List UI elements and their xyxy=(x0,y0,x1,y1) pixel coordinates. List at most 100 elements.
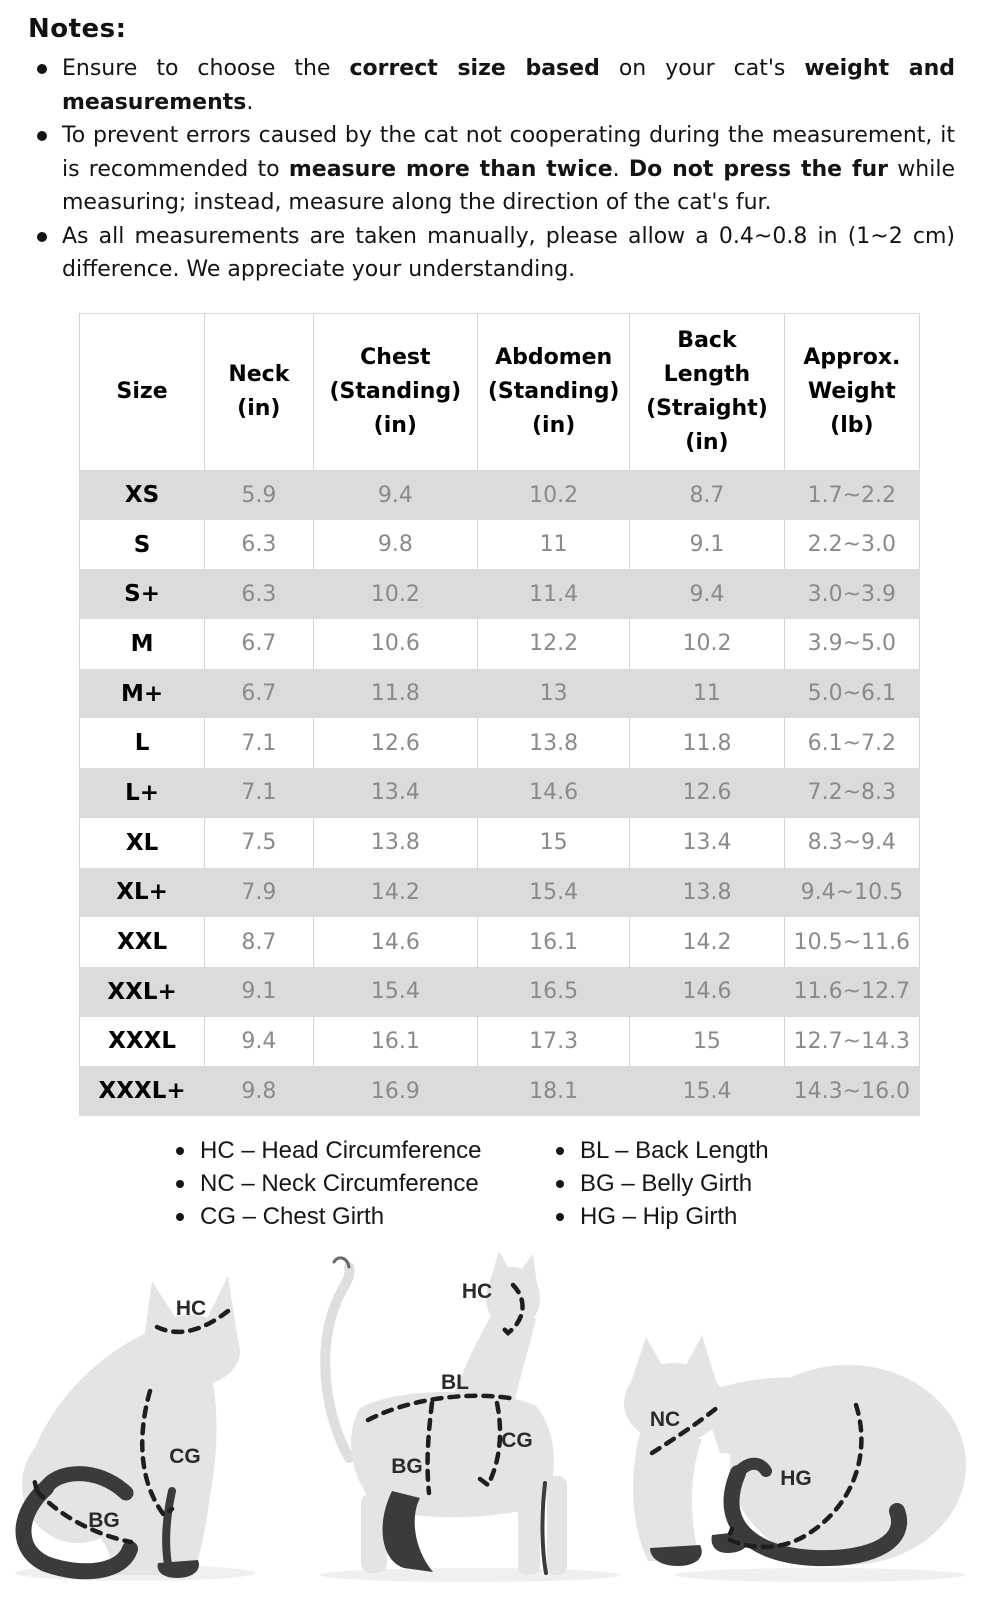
value-cell: 5.0~6.1 xyxy=(783,668,921,719)
size-table: Size Neck (in) Chest (Standing) (in) Abdome… xyxy=(78,312,921,1116)
value-cell: 6.3 xyxy=(204,569,314,620)
table-row: S 6.3 9.8 11 9.1 2.2~3.0 xyxy=(78,519,921,570)
value-cell: 9.1 xyxy=(204,966,314,1017)
cat-back xyxy=(700,1377,870,1463)
cat-standing-illustration: HC BL CG BG xyxy=(320,1250,620,1582)
legend-item: HC – Head Circumference xyxy=(172,1134,552,1167)
cat-rear-leg xyxy=(361,1492,387,1573)
value-cell: 6.1~7.2 xyxy=(783,718,921,769)
nc-measure-line xyxy=(649,1404,721,1456)
value-cell: 16.9 xyxy=(312,1066,479,1116)
value-cell: 14.6 xyxy=(629,966,785,1017)
value-cell: 11.6~12.7 xyxy=(783,966,921,1017)
note-item: To prevent errors caused by the cat not … xyxy=(28,119,955,220)
value-cell: 16.1 xyxy=(477,917,631,967)
value-cell: 15.4 xyxy=(312,966,479,1017)
value-cell: 9.4 xyxy=(629,569,785,620)
notes-title: Notes: xyxy=(28,14,127,44)
measurement-diagram: HC CG BG xyxy=(0,1243,1000,1583)
size-cell: XS xyxy=(78,470,206,520)
table-row: M+ 6.7 11.8 13 11 5.0~6.1 xyxy=(78,668,921,719)
legend-item: BG – Belly Girth xyxy=(552,1167,769,1200)
column-header: Abdomen (Standing) (in) xyxy=(477,312,631,471)
value-cell: 7.1 xyxy=(204,718,314,769)
cg-measure-line xyxy=(140,1388,175,1519)
cat-chest xyxy=(633,1432,702,1561)
legend-item: HG – Hip Girth xyxy=(552,1200,769,1233)
cat-tail-hook xyxy=(732,1457,772,1479)
value-cell: 1.7~2.2 xyxy=(783,470,921,520)
value-cell: 10.2 xyxy=(629,619,785,669)
table-row: XL+ 7.9 14.2 15.4 13.8 9.4~10.5 xyxy=(78,867,921,918)
value-cell: 5.9 xyxy=(204,470,314,520)
cat-neck xyxy=(448,1300,536,1415)
cat-sitting-illustration: HC CG BG xyxy=(15,1275,255,1581)
table-row: XXXL 9.4 16.1 17.3 15 12.7~14.3 xyxy=(78,1016,921,1067)
cat-leg-shading xyxy=(162,1486,176,1577)
size-cell: S+ xyxy=(78,569,206,620)
value-cell: 15.4 xyxy=(477,867,631,918)
value-cell: 7.9 xyxy=(204,867,314,918)
value-cell: 10.2 xyxy=(477,470,631,520)
value-cell: 11 xyxy=(477,519,631,570)
diagram-label-bl: BL xyxy=(441,1371,469,1394)
size-cell: L xyxy=(78,718,206,769)
bg-measure-line xyxy=(31,1476,134,1545)
value-cell: 16.1 xyxy=(312,1016,479,1067)
size-cell: XXXL+ xyxy=(78,1066,206,1116)
value-cell: 6.7 xyxy=(204,619,314,669)
value-cell: 14.6 xyxy=(477,768,631,818)
cat-front-leg xyxy=(518,1480,540,1575)
size-cell: L+ xyxy=(78,768,206,818)
cat-leg-shading xyxy=(540,1480,548,1575)
value-cell: 14.6 xyxy=(312,917,479,967)
cat-front-leg xyxy=(547,1475,567,1575)
value-cell: 12.6 xyxy=(312,718,479,769)
note-item: Ensure to choose the correct size based … xyxy=(28,52,955,119)
value-cell: 13.8 xyxy=(312,817,479,868)
diagram-label-cg: CG xyxy=(169,1445,201,1468)
value-cell: 14.3~16.0 xyxy=(783,1066,921,1116)
bl-measure-line xyxy=(365,1393,519,1423)
value-cell: 3.9~5.0 xyxy=(783,619,921,669)
size-cell: XL+ xyxy=(78,867,206,918)
measurement-legend: HC – Head Circumference NC – Neck Circumf… xyxy=(172,1134,1000,1233)
size-cell: XXL+ xyxy=(78,966,206,1017)
cat-body xyxy=(351,1391,554,1518)
notes-list: Ensure to choose the correct size based … xyxy=(28,52,955,287)
cat-diagram-svg: HC CG BG xyxy=(15,1250,966,1582)
diagram-label-hc: HC xyxy=(176,1297,206,1320)
value-cell: 10.5~11.6 xyxy=(783,917,921,967)
table-row: XXL 8.7 14.6 16.1 14.2 10.5~11.6 xyxy=(78,917,921,967)
diagram-label-bg: BG xyxy=(88,1509,120,1532)
cat-rear-leg-dark xyxy=(382,1490,433,1572)
diagram-label-cg: CG xyxy=(501,1429,533,1452)
notes-section: Notes: Ensure to choose the correct size… xyxy=(28,14,958,287)
size-table-header: Size Neck (in) Chest (Standing) (in) Abdome… xyxy=(78,312,921,471)
hc-measure-line xyxy=(498,1282,525,1336)
value-cell: 9.1 xyxy=(629,519,785,570)
table-row: XL 7.5 13.8 15 13.4 8.3~9.4 xyxy=(78,817,921,868)
value-cell: 12.7~14.3 xyxy=(783,1016,921,1067)
cat-tail xyxy=(320,1261,355,1463)
cat-haunch xyxy=(22,1426,134,1543)
column-header: Chest (Standing) (in) xyxy=(312,312,479,471)
value-cell: 8.3~9.4 xyxy=(783,817,921,868)
diagram-label-bg: BG xyxy=(391,1455,423,1478)
cat-tail-tip xyxy=(332,1256,351,1269)
value-cell: 15 xyxy=(629,1016,785,1067)
table-row: XXL+ 9.1 15.4 16.5 14.6 11.6~12.7 xyxy=(78,966,921,1017)
table-row: XS 5.9 9.4 10.2 8.7 1.7~2.2 xyxy=(78,470,921,520)
value-cell: 12.2 xyxy=(477,619,631,669)
value-cell: 11.8 xyxy=(629,718,785,769)
column-header: Neck (in) xyxy=(204,312,314,471)
value-cell: 8.7 xyxy=(204,917,314,967)
column-header: Back Length (Straight) (in) xyxy=(629,312,785,471)
cg-measure-line xyxy=(477,1400,503,1489)
value-cell: 13.8 xyxy=(477,718,631,769)
cat-tail xyxy=(15,1479,138,1580)
size-cell: XXXL xyxy=(78,1016,206,1067)
table-row: M 6.7 10.6 12.2 10.2 3.9~5.0 xyxy=(78,619,921,669)
size-cell: M+ xyxy=(78,668,206,719)
legend-right: BL – Back Length BG – Belly Girth HG – Hip… xyxy=(552,1134,769,1233)
